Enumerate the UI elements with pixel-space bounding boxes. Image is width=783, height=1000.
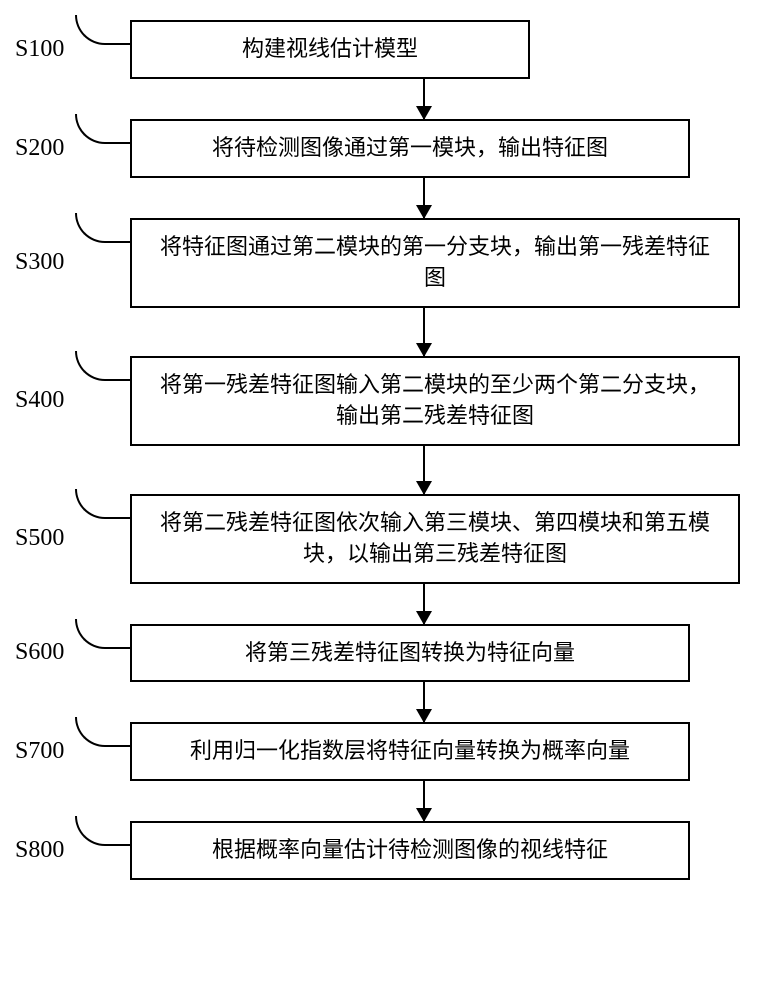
arrow-container	[33, 308, 783, 356]
flowchart-container: S100 构建视线估计模型 S200 将待检测图像通过第一模块，输出特征图 S300 将特…	[0, 20, 783, 880]
connector-curve	[75, 351, 130, 381]
step-row: S300 将特征图通过第二模块的第一分支块，输出第一残差特征图	[0, 218, 783, 308]
step-row: S100 构建视线估计模型	[0, 20, 783, 79]
step-box: 将第三残差特征图转换为特征向量	[130, 624, 690, 683]
connector-curve	[75, 816, 130, 846]
step-box: 构建视线估计模型	[130, 20, 530, 79]
step-label: S100	[15, 36, 64, 63]
arrow-container	[33, 781, 783, 821]
step-label: S300	[15, 249, 64, 276]
arrow-down-icon	[423, 781, 425, 821]
arrow-container	[33, 178, 783, 218]
step-row: S400 将第一残差特征图输入第二模块的至少两个第二分支块，输出第二残差特征图	[0, 356, 783, 446]
step-row: S700 利用归一化指数层将特征向量转换为概率向量	[0, 722, 783, 781]
arrow-down-icon	[423, 308, 425, 356]
connector-curve	[75, 15, 130, 45]
connector-curve	[75, 717, 130, 747]
step-box: 利用归一化指数层将特征向量转换为概率向量	[130, 722, 690, 781]
connector-curve	[75, 619, 130, 649]
step-label: S400	[15, 387, 64, 414]
step-label: S700	[15, 738, 64, 765]
arrow-down-icon	[423, 178, 425, 218]
step-row: S200 将待检测图像通过第一模块，输出特征图	[0, 119, 783, 178]
step-label: S500	[15, 525, 64, 552]
connector-curve	[75, 213, 130, 243]
arrow-down-icon	[423, 682, 425, 722]
step-row: S800 根据概率向量估计待检测图像的视线特征	[0, 821, 783, 880]
arrow-down-icon	[423, 79, 425, 119]
arrow-container	[33, 682, 783, 722]
step-box: 根据概率向量估计待检测图像的视线特征	[130, 821, 690, 880]
arrow-down-icon	[423, 584, 425, 624]
step-label: S200	[15, 135, 64, 162]
step-label: S600	[15, 639, 64, 666]
step-row: S600 将第三残差特征图转换为特征向量	[0, 624, 783, 683]
step-box: 将待检测图像通过第一模块，输出特征图	[130, 119, 690, 178]
connector-curve	[75, 489, 130, 519]
step-box: 将第一残差特征图输入第二模块的至少两个第二分支块，输出第二残差特征图	[130, 356, 740, 446]
arrow-container	[33, 584, 783, 624]
step-box: 将特征图通过第二模块的第一分支块，输出第一残差特征图	[130, 218, 740, 308]
step-label: S800	[15, 837, 64, 864]
step-box: 将第二残差特征图依次输入第三模块、第四模块和第五模块，以输出第三残差特征图	[130, 494, 740, 584]
arrow-container	[33, 79, 783, 119]
arrow-down-icon	[423, 446, 425, 494]
step-row: S500 将第二残差特征图依次输入第三模块、第四模块和第五模块，以输出第三残差特征…	[0, 494, 783, 584]
arrow-container	[33, 446, 783, 494]
connector-curve	[75, 114, 130, 144]
